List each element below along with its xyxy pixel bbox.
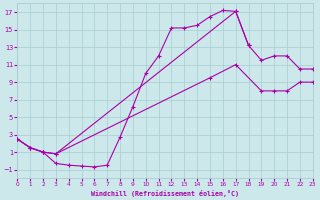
- X-axis label: Windchill (Refroidissement éolien,°C): Windchill (Refroidissement éolien,°C): [91, 190, 239, 197]
